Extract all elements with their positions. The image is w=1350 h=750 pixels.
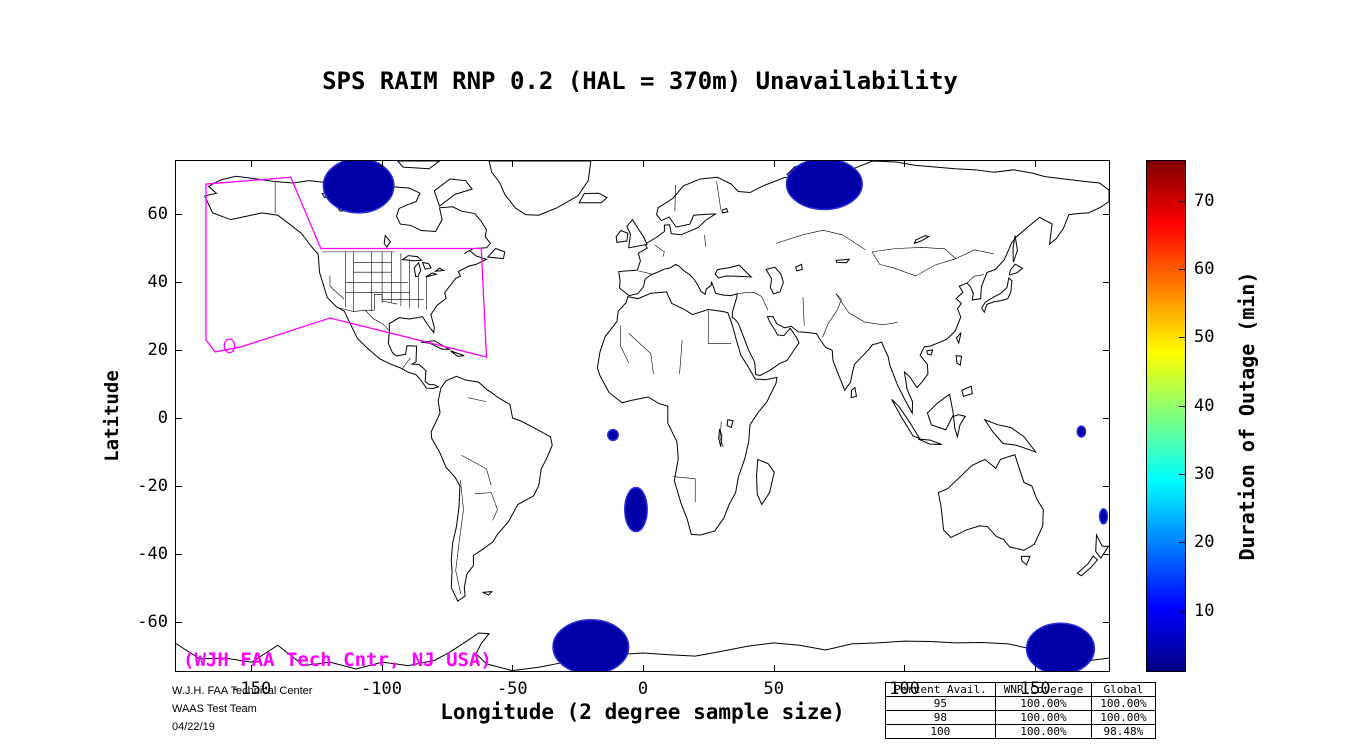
x-tick-label: 50 xyxy=(763,679,784,699)
colorbar-tick-mark xyxy=(1179,337,1185,339)
title-line-1: SPS RAIM RNP 0.2 (HAL = 370m) Unavailabi… xyxy=(322,67,958,95)
stats-cell: 100.00% xyxy=(994,724,1093,739)
stats-row: 98 100.00% 100.00% xyxy=(885,710,1156,725)
map-plot xyxy=(175,160,1110,672)
colorbar-tick-mark xyxy=(1179,610,1185,612)
colorbar-tick-label: 70 xyxy=(1194,190,1215,211)
colorbar-tick-label: 50 xyxy=(1194,327,1215,348)
x-axis-label: Longitude (2 degree sample size) xyxy=(440,700,845,724)
x-tick-label: -100 xyxy=(361,679,403,699)
y-tick-label: -20 xyxy=(137,476,168,497)
stats-cell: 100.00% xyxy=(1091,710,1156,725)
stats-cell: 100 xyxy=(885,724,996,739)
stats-body: 95 100.00% 100.00% 98 100.00% 100.00% 100 100.0… xyxy=(885,696,1156,739)
stats-cell: 100.00% xyxy=(1091,696,1156,711)
x-tick-mark xyxy=(904,665,906,671)
y-tick-mark xyxy=(1103,554,1109,556)
y-tick-label: -60 xyxy=(137,612,168,633)
stats-header-cell: WNR Coverage xyxy=(994,682,1093,697)
x-tick-mark xyxy=(904,161,906,167)
x-tick-label: -50 xyxy=(496,679,528,699)
y-tick-mark xyxy=(1103,418,1109,420)
y-tick-mark xyxy=(176,281,182,283)
y-tick-label: 0 xyxy=(157,408,168,429)
footer-credits: W.J.H. FAA Technical Center WAAS Test Tea… xyxy=(172,682,312,736)
x-tick-mark xyxy=(512,161,514,167)
y-tick-mark xyxy=(1103,213,1109,215)
x-tick-label: 0 xyxy=(637,679,649,699)
x-tick-mark xyxy=(1035,161,1037,167)
x-tick-label: 100 xyxy=(889,679,920,699)
colorbar-tick-mark xyxy=(1179,200,1185,202)
colorbar-tick-label: 10 xyxy=(1194,600,1215,621)
colorbar-tick-mark xyxy=(1179,474,1185,476)
x-tick-mark xyxy=(773,665,775,671)
stats-header-cell: Global xyxy=(1091,682,1156,697)
colorbar-tick-mark xyxy=(1179,405,1185,407)
y-tick-label: 40 xyxy=(147,271,168,292)
y-tick-mark xyxy=(1103,622,1109,624)
x-tick-mark xyxy=(512,665,514,671)
stats-cell: 100.00% xyxy=(994,710,1093,725)
y-tick-mark xyxy=(176,554,182,556)
y-tick-mark xyxy=(1103,281,1109,283)
x-tick-mark xyxy=(250,665,252,671)
stats-row: 100 100.00% 98.48% xyxy=(885,724,1156,739)
y-tick-mark xyxy=(176,349,182,351)
y-tick-mark xyxy=(1103,486,1109,488)
colorbar xyxy=(1146,160,1186,672)
colorbar-tick-label: 20 xyxy=(1194,532,1215,553)
x-tick-mark xyxy=(1035,665,1037,671)
x-tick-mark xyxy=(381,665,383,671)
x-tick-mark xyxy=(381,161,383,167)
world-map xyxy=(176,161,1109,671)
colorbar-label: Duration of Outage (min) xyxy=(1235,271,1259,561)
colorbar-tick-mark xyxy=(1179,542,1185,544)
y-tick-mark xyxy=(176,418,182,420)
stats-cell: 98.48% xyxy=(1091,724,1156,739)
footer-line: WAAS Test Team xyxy=(172,703,257,715)
y-tick-label: -40 xyxy=(137,544,168,565)
x-tick-mark xyxy=(643,665,645,671)
stats-cell: 98 xyxy=(885,710,996,725)
colorbar-tick-label: 30 xyxy=(1194,464,1215,485)
footer-line: W.J.H. FAA Technical Center xyxy=(172,685,313,697)
stats-row: 95 100.00% 100.00% xyxy=(885,696,1156,711)
x-tick-mark xyxy=(250,161,252,167)
coverage-annotation: (WJH FAA Tech Cntr, NJ USA) xyxy=(183,649,492,671)
colorbar-tick-mark xyxy=(1179,269,1185,271)
y-tick-mark xyxy=(1103,349,1109,351)
stats-header: Percent Avail. WNR Coverage Global xyxy=(885,682,1156,697)
x-tick-mark xyxy=(773,161,775,167)
x-tick-label: -150 xyxy=(230,679,272,699)
y-tick-mark xyxy=(176,213,182,215)
x-tick-label: 150 xyxy=(1019,679,1051,699)
y-tick-label: 20 xyxy=(147,339,168,360)
y-tick-label: 60 xyxy=(147,203,168,224)
colorbar-tick-label: 40 xyxy=(1194,395,1215,416)
availability-stats-table: Percent Avail. WNR Coverage Global 95 100.0… xyxy=(885,682,1156,739)
x-tick-mark xyxy=(643,161,645,167)
colorbar-tick-label: 60 xyxy=(1194,259,1215,280)
y-tick-mark xyxy=(176,486,182,488)
y-tick-mark xyxy=(176,622,182,624)
footer-line: 04/22/19 xyxy=(172,721,215,733)
